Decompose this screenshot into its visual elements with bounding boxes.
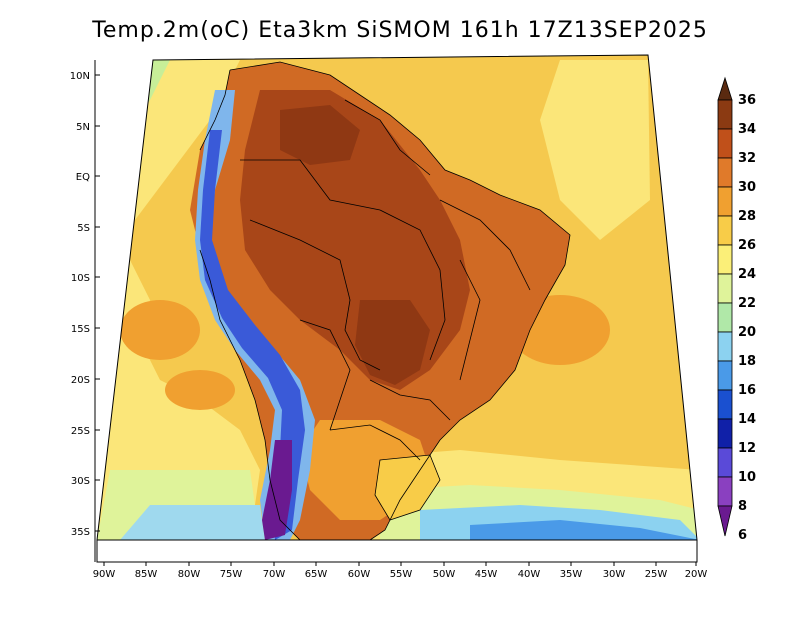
colorbar-swatch — [717, 273, 733, 304]
colorbar-label: 32 — [738, 151, 756, 166]
colorbar-label: 34 — [738, 122, 756, 137]
colorbar-swatch — [717, 128, 733, 159]
lat-label-30s: 30S — [71, 476, 90, 487]
colorbar-label: 8 — [738, 499, 747, 514]
colorbar-swatch — [717, 331, 733, 362]
lat-label-35s: 35S — [71, 527, 90, 538]
country-borders — [199, 61, 571, 540]
colorbar-label: 22 — [738, 296, 756, 311]
colorbar-swatch — [717, 99, 733, 130]
lon-label-50w: 50W — [433, 569, 456, 580]
colorbar-label: 26 — [738, 238, 756, 253]
lon-label-45w: 45W — [475, 569, 498, 580]
lon-label-55w: 55W — [390, 569, 413, 580]
colorbar-label: 10 — [738, 470, 756, 485]
lat-label-5s: 5S — [77, 223, 90, 234]
map-bottom-frame — [96, 540, 698, 563]
lon-label-25w: 25W — [645, 569, 668, 580]
colorbar-swatch — [717, 215, 733, 246]
lat-label-eq: EQ — [76, 172, 90, 183]
colorbar-swatch — [717, 389, 733, 420]
colorbar-label: 16 — [738, 383, 756, 398]
colorbar-swatch — [717, 360, 733, 391]
map-domain — [97, 55, 697, 540]
lon-label-80w: 80W — [178, 569, 201, 580]
colorbar-swatch — [717, 186, 733, 217]
lat-label-10n: 10N — [70, 71, 90, 82]
colorbar-swatch — [717, 302, 733, 333]
latitude-axis: 10N 5N EQ 5S 10S 15S 20S 25S 30S 35S — [70, 71, 100, 538]
ocean-atlantic-north-cool — [540, 60, 650, 240]
colorbar: 36 34 32 30 28 26 24 22 20 18 16 14 12 10 8 6 — [717, 76, 756, 543]
lon-label-40w: 40W — [518, 569, 541, 580]
lat-label-25s: 25S — [71, 426, 90, 437]
lon-label-75w: 75W — [220, 569, 243, 580]
colorbar-label: 36 — [738, 93, 756, 108]
land-very-hot-center — [355, 300, 430, 385]
longitude-axis: 90W 85W 80W 75W 70W 65W 60W 55W 50W 45W … — [93, 562, 708, 580]
lon-label-90w: 90W — [93, 569, 116, 580]
lat-label-10s: 10S — [71, 273, 90, 284]
ocean-atlantic-deep-cold — [470, 520, 697, 540]
colorbar-label: 30 — [738, 180, 756, 195]
colorbar-bottom-arrow — [717, 505, 733, 537]
lon-label-70w: 70W — [263, 569, 286, 580]
lon-label-85w: 85W — [135, 569, 158, 580]
andes-very-cold-band — [200, 130, 305, 540]
lat-label-15s: 15S — [71, 324, 90, 335]
colorbar-label: 24 — [738, 267, 756, 282]
colorbar-top-arrow — [717, 76, 733, 101]
colorbar-label: 6 — [738, 528, 747, 543]
ocean-pacific-coldest-band — [120, 505, 265, 540]
colorbar-label: 28 — [738, 209, 756, 224]
colorbar-swatch — [717, 476, 733, 507]
ocean-warm-spot-pacific — [120, 300, 200, 360]
lat-label-5n: 5N — [76, 122, 90, 133]
lat-label-20s: 20S — [71, 375, 90, 386]
colorbar-swatch — [717, 244, 733, 275]
colorbar-label: 20 — [738, 325, 756, 340]
colorbar-label: 18 — [738, 354, 756, 369]
ocean-warm-spot-pacific-2 — [165, 370, 235, 410]
map-title: Temp.2m(oC) Eta3km SiSMOM 161h 17Z13SEP2… — [92, 18, 708, 43]
lon-label-60w: 60W — [348, 569, 371, 580]
colorbar-swatch — [717, 447, 733, 478]
lon-label-30w: 30W — [603, 569, 626, 580]
land-very-hot-north — [280, 105, 360, 165]
lon-label-65w: 65W — [305, 569, 328, 580]
colorbar-label: 12 — [738, 441, 756, 456]
lon-label-35w: 35W — [560, 569, 583, 580]
colorbar-label: 14 — [738, 412, 756, 427]
andes-coldest-band — [262, 440, 292, 540]
colorbar-swatch — [717, 157, 733, 188]
lon-label-20w: 20W — [685, 569, 708, 580]
colorbar-swatch — [717, 418, 733, 449]
